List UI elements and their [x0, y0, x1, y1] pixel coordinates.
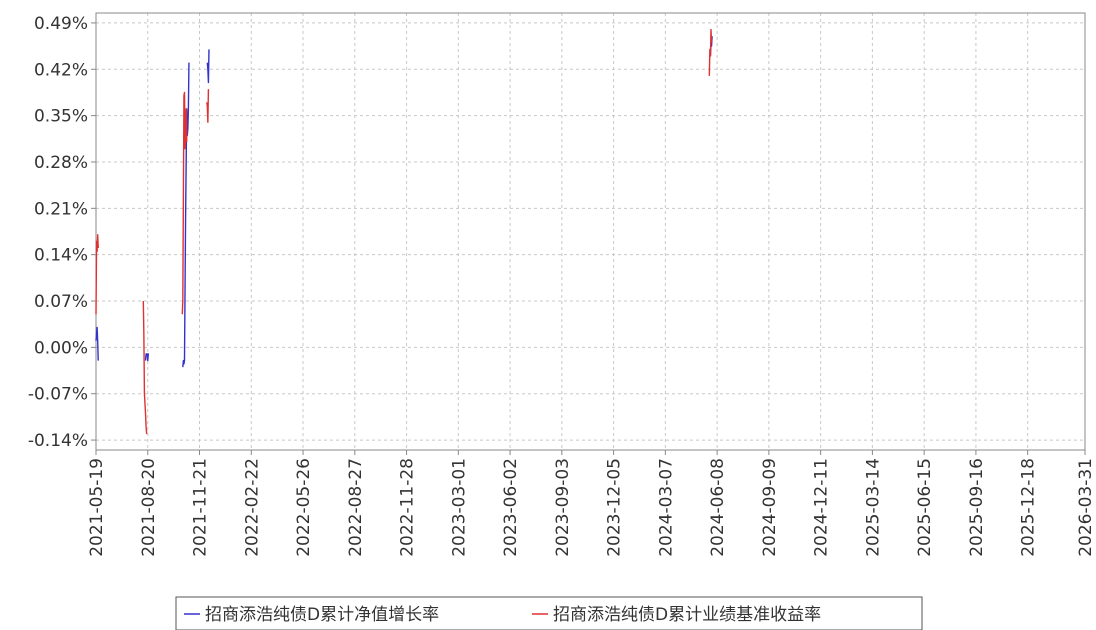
legend: 招商添浩纯债D累计净值增长率 招商添浩纯债D累计业绩基准收益率 — [175, 596, 923, 630]
legend-label-benchmark: 招商添浩纯债D累计业绩基准收益率 — [553, 605, 821, 625]
y-tick-label: -0.07% — [28, 385, 88, 405]
x-tick-label: 2022-02-22 — [242, 458, 262, 557]
series-2-segment — [181, 91, 188, 315]
series-2-segment — [142, 301, 148, 435]
x-tick-label: 2023-09-03 — [553, 458, 573, 557]
y-tick-label: 0.49% — [34, 14, 88, 34]
y-tick-label: 0.14% — [34, 246, 88, 266]
series-2-segment — [95, 234, 99, 315]
legend-label-nav: 招商添浩纯债D累计净值增长率 — [205, 605, 439, 625]
grid-lines — [95, 13, 1086, 450]
y-tick-label: 0.28% — [34, 153, 88, 173]
series-2-segment — [708, 28, 713, 76]
x-tick-label: 2025-06-15 — [915, 458, 935, 557]
series-2-segment — [206, 89, 210, 123]
x-tick-label: 2023-03-01 — [449, 458, 469, 557]
series-1-segment — [144, 353, 150, 362]
x-tick-label: 2025-12-18 — [1019, 458, 1039, 557]
x-tick-label: 2021-11-21 — [191, 458, 211, 557]
x-tick-label: 2022-05-26 — [294, 458, 314, 557]
series-layer — [95, 28, 713, 435]
x-tick-label: 2024-12-11 — [812, 458, 832, 557]
x-axis: 2021-05-19 2021-08-20 2021-11-21 2022-02-22… — [87, 450, 1096, 557]
x-tick-label: 2026-03-31 — [1076, 458, 1096, 557]
x-tick-label: 2025-03-14 — [863, 458, 883, 557]
y-tick-label: 0.07% — [34, 292, 88, 312]
x-tick-label: 2021-05-19 — [87, 458, 107, 557]
series-1 — [95, 36, 713, 368]
x-tick-label: 2025-09-16 — [967, 458, 987, 557]
y-tick-label: 0.00% — [34, 338, 88, 358]
legend-box — [175, 596, 923, 630]
x-tick-label: 2022-11-28 — [398, 458, 418, 557]
y-tick-label: 0.21% — [34, 199, 88, 219]
plot-area-frame — [95, 12, 1086, 451]
x-tick-label: 2023-06-02 — [501, 458, 521, 557]
x-tick-label: 2024-06-08 — [708, 458, 728, 557]
y-tick-label: 0.42% — [34, 60, 88, 80]
x-tick-label: 2024-09-09 — [760, 458, 780, 557]
series-2 — [95, 28, 713, 435]
x-tick-label: 2021-08-20 — [139, 458, 159, 557]
series-1-segment — [95, 326, 99, 361]
x-tick-label: 2022-08-27 — [346, 458, 366, 557]
y-tick-label: -0.14% — [28, 431, 88, 451]
series-1-segment — [182, 62, 190, 368]
y-tick-label: 0.35% — [34, 107, 88, 127]
x-tick-label: 2023-12-05 — [605, 458, 625, 557]
series-1-segment — [206, 49, 210, 84]
x-tick-label: 2024-03-07 — [656, 458, 676, 557]
y-axis: 0.49% 0.42% 0.35% 0.28% 0.21% 0.14% 0.07% 0.00%… — [28, 14, 96, 451]
